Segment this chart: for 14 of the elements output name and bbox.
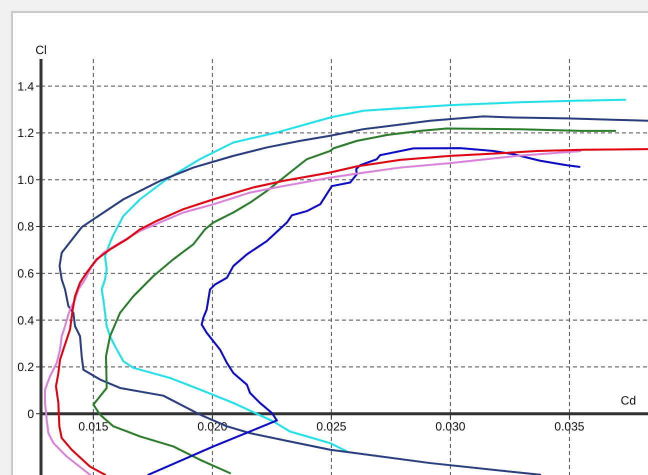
x-tick-label: 0.030 [435, 420, 466, 434]
y-tick-label: 1.0 [17, 172, 34, 187]
y-tick-label: 0.2 [17, 360, 34, 374]
y-tick-label: 0 [27, 406, 34, 421]
y-tick-label: 0.4 [17, 313, 34, 328]
y-tick-label: 1.2 [17, 126, 34, 140]
x-axis-title: Cd [620, 394, 636, 408]
x-tick-label: 0.025 [316, 420, 347, 434]
y-tick-label: 1.4 [17, 79, 34, 94]
x-tick-label: 0.035 [554, 420, 585, 434]
y-axis-title: Cl [35, 43, 47, 57]
y-tick-label: 0.6 [17, 266, 34, 281]
x-tick-label: 0.015 [78, 420, 109, 434]
y-tick-label: 0.8 [17, 220, 34, 234]
